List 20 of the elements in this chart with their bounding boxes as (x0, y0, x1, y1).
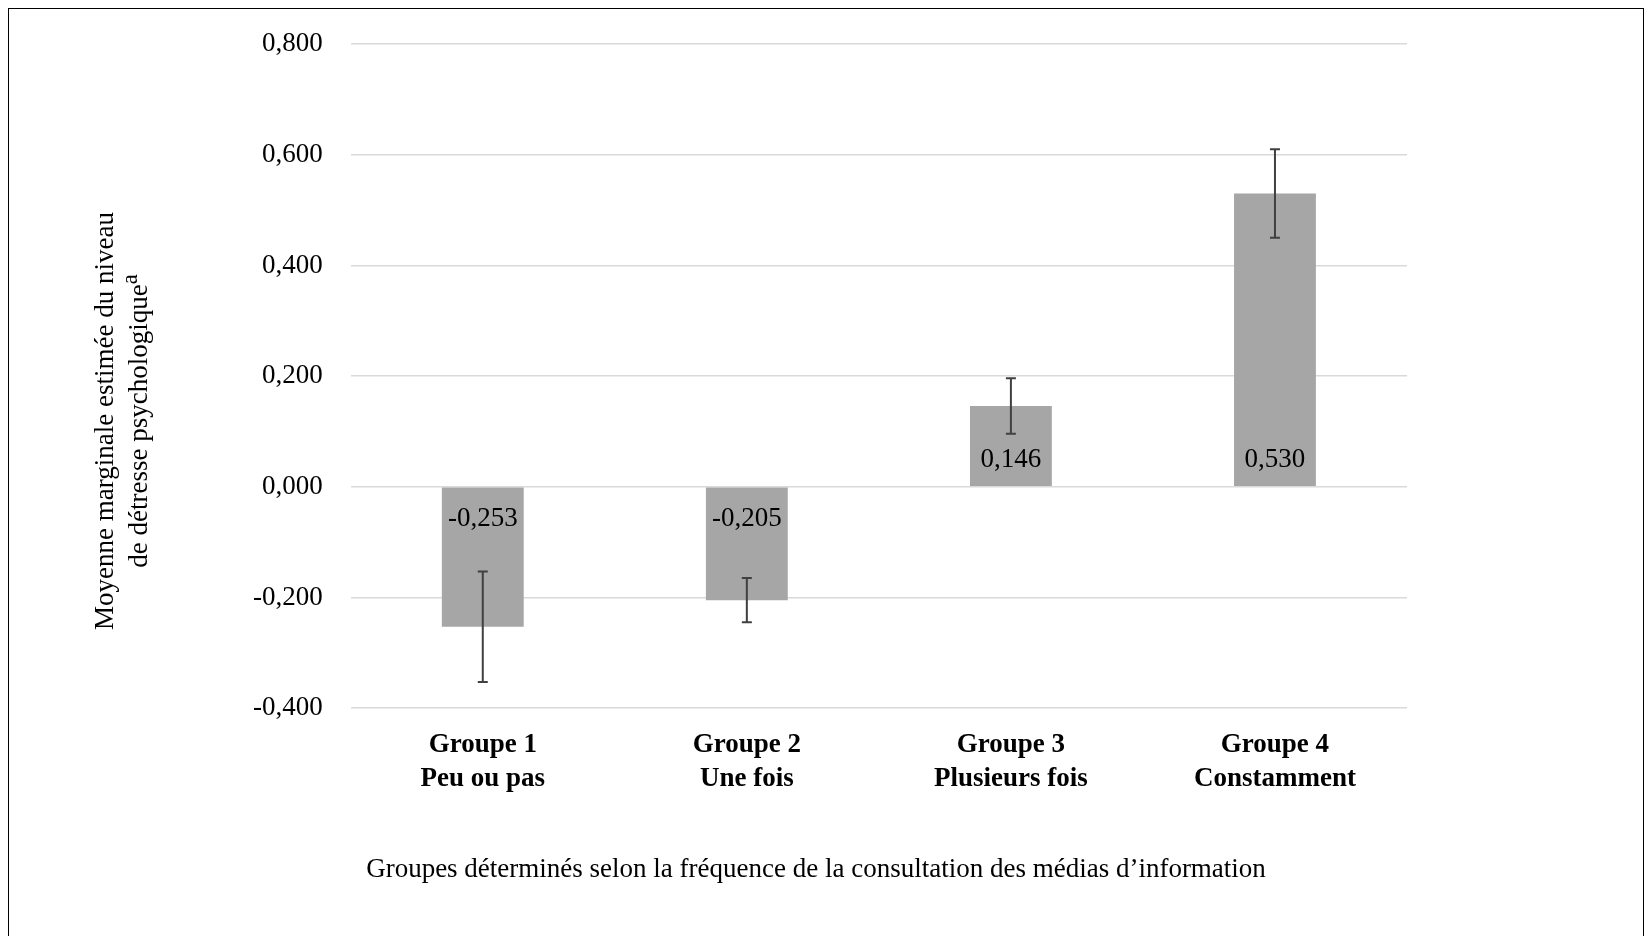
bar (441, 487, 524, 627)
bar (969, 406, 1052, 487)
y-tick-label: 0,000 (261, 469, 323, 500)
data-label: 0,146 (980, 442, 1042, 473)
bar (705, 487, 788, 601)
data-label: -0,253 (447, 501, 518, 532)
y-tick-label: 0,200 (261, 359, 323, 390)
x-tick-label: Groupe 1 Peu ou pas (420, 727, 546, 792)
y-tick-label: 0,600 (261, 137, 323, 168)
x-tick-label: Groupe 3 Plusieurs fois (934, 727, 1088, 792)
bar (1234, 193, 1316, 487)
y-tick-label: -0,400 (252, 691, 323, 722)
x-tick-label: Groupe 2 Une fois (692, 727, 801, 792)
data-label: -0,205 (711, 501, 782, 532)
data-label: 0,530 (1244, 442, 1306, 473)
y-tick-label: 0,400 (261, 248, 323, 279)
y-tick-label: 0,800 (261, 27, 323, 58)
x-axis-title: Groupes déterminés selon la fréquence de la consultation des médias d’information (366, 852, 1267, 883)
y-tick-label: -0,200 (252, 580, 323, 611)
x-tick-label: Groupe 4 Constamment (1193, 727, 1356, 792)
